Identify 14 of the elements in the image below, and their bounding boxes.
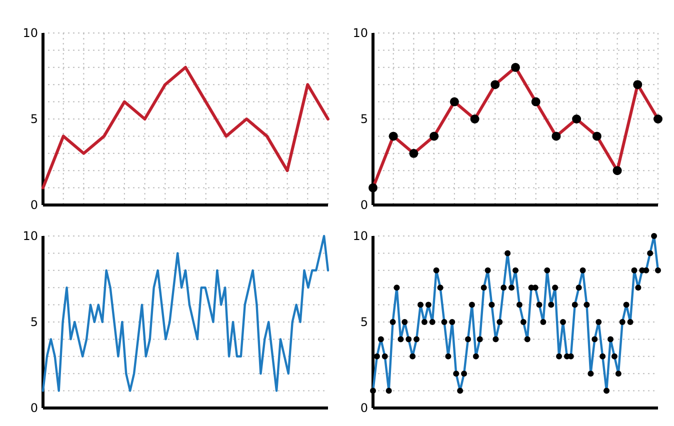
y-tick-label: 5 — [30, 315, 38, 330]
line-series — [42, 234, 330, 392]
y-tick-label: 10 — [22, 26, 38, 40]
y-tick-label: 0 — [360, 198, 368, 212]
y-tick-label: 5 — [30, 112, 38, 126]
y-tick-label: 5 — [360, 112, 368, 126]
y-tick-label: 0 — [30, 198, 38, 212]
y-tick-label: 10 — [22, 229, 38, 244]
y-tick-label: 5 — [360, 315, 368, 330]
y-tick-label: 10 — [352, 229, 368, 244]
y-tick-label: 0 — [360, 401, 368, 416]
y-tick-label: 0 — [30, 401, 38, 416]
y-tick-label: 10 — [352, 26, 368, 40]
line-series — [42, 66, 330, 190]
